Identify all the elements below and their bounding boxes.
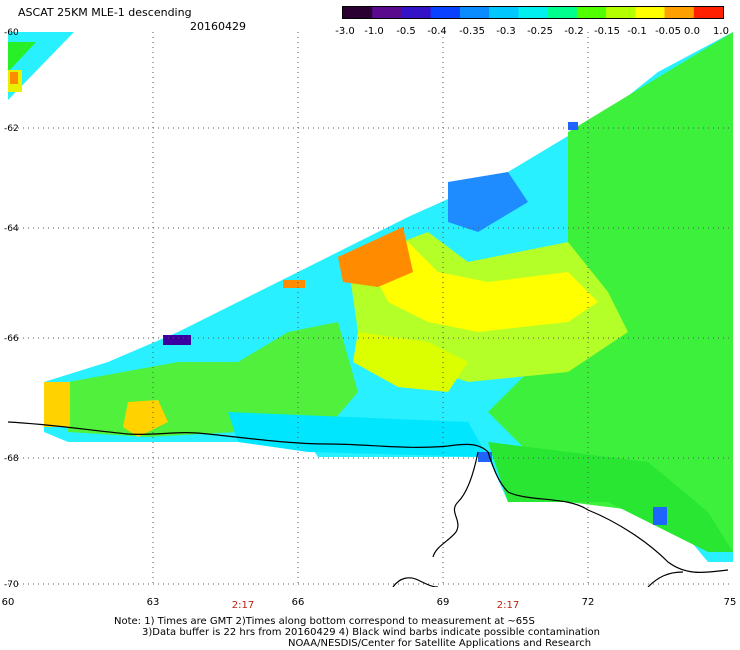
cb-tick-9: -0.1: [627, 26, 647, 37]
cb-tick-1: -1.0: [364, 26, 384, 37]
orange-patch: [338, 227, 413, 287]
dark-blue-patch: [163, 335, 191, 345]
coast-bay: [392, 577, 439, 587]
lon-label-66: 66: [291, 597, 305, 608]
graticule: [8, 32, 733, 587]
lat-label-68: -68: [4, 454, 19, 464]
lat-label-70: -70: [4, 580, 19, 590]
coastline: [8, 421, 729, 587]
colorbar-swatch: [576, 7, 607, 18]
lon-label-63: 63: [146, 597, 160, 608]
cb-tick-4: -0.35: [459, 26, 485, 37]
cb-tick-12: 1.0: [713, 26, 729, 37]
note-line-2: 3)Data buffer is 22 hrs from 20160429 4)…: [142, 627, 600, 638]
time-label-2: 2:17: [496, 600, 520, 611]
wind-map: [8, 32, 733, 587]
colorbar-swatch: [343, 7, 373, 18]
color-scale-bar: [342, 6, 724, 19]
blue-upper: [448, 172, 528, 232]
lon-label-60: 60: [1, 597, 15, 608]
yellow-band: [368, 242, 598, 332]
colorbar-swatch: [489, 7, 519, 18]
lat-label-66: -66: [4, 334, 19, 344]
note-line-1: Note: 1) Times are GMT 2)Times along bot…: [114, 616, 535, 627]
product-title: ASCAT 25KM MLE-1 descending: [18, 6, 192, 19]
colorbar-swatch: [635, 7, 666, 18]
lon-label-72: 72: [581, 597, 595, 608]
cb-tick-2: -0.5: [396, 26, 416, 37]
colorbar-swatch: [401, 7, 432, 18]
orange-strip: [283, 280, 305, 288]
cb-tick-7: -0.2: [564, 26, 584, 37]
patch-orange: [10, 72, 18, 84]
colorbar-swatch: [664, 7, 695, 18]
green-southeast: [488, 442, 733, 552]
cb-tick-6: -0.25: [527, 26, 553, 37]
cb-tick-10: -0.05: [655, 26, 681, 37]
time-label-1: 2:17: [231, 600, 255, 611]
swath-main: [44, 32, 733, 562]
lat-label-60: -60: [4, 28, 19, 38]
lat-label-64: -64: [4, 224, 19, 234]
west-yellow-block: [44, 382, 70, 427]
west-yellow-orange: [123, 400, 168, 437]
colorbar-swatch: [459, 7, 490, 18]
colorbar-swatch: [606, 7, 636, 18]
blue-southeast: [478, 452, 492, 462]
color-scale-ticks: -3.0 -1.0 -0.5 -0.4 -0.35 -0.3 -0.25 -0.…: [330, 26, 740, 40]
south-cyan-strip: [228, 412, 488, 457]
yellow-lower: [353, 332, 468, 392]
cb-tick-0: -3.0: [335, 26, 355, 37]
colorbar-swatch: [372, 7, 402, 18]
coast-main: [8, 421, 729, 574]
coast-east: [647, 571, 684, 587]
product-date: 20160429: [190, 20, 246, 33]
footnote: Note: 1) Times are GMT 2)Times along bot…: [0, 616, 740, 649]
cb-tick-5: -0.3: [496, 26, 516, 37]
colorbar-swatch: [547, 7, 578, 18]
coast-peninsula: [432, 451, 479, 558]
patch-green: [8, 42, 36, 72]
colorbar-swatch: [518, 7, 549, 18]
green-core-east: [488, 32, 733, 552]
swath-patch-upper-left: [8, 32, 74, 100]
colorbar-swatch: [693, 7, 723, 18]
cb-tick-3: -0.4: [427, 26, 447, 37]
lat-label-62: -62: [4, 124, 19, 134]
lon-label-69: 69: [436, 597, 450, 608]
lon-label-75: 75: [723, 597, 737, 608]
cb-tick-11: 0.0: [684, 26, 700, 37]
cb-tick-8: -0.15: [594, 26, 620, 37]
blue-southeast-2: [653, 507, 667, 525]
note-line-3: NOAA/NESDIS/Center for Satellite Applica…: [288, 638, 592, 649]
colorbar-swatch: [430, 7, 461, 18]
blue-dot-1: [568, 122, 578, 130]
